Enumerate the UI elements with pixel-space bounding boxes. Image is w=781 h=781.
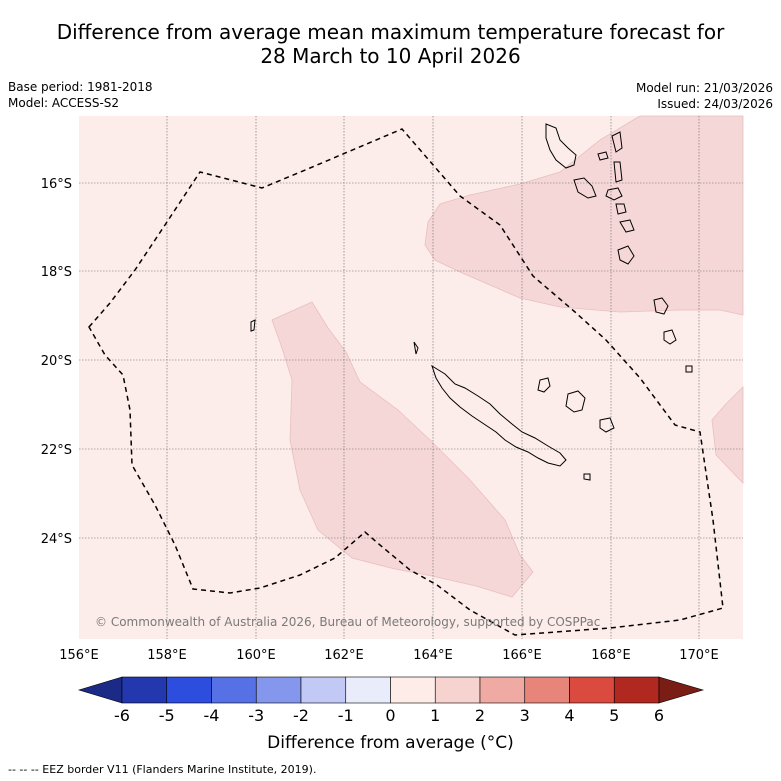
pentecost-coast <box>613 161 623 183</box>
lat-tick-label: 16°S <box>41 177 72 192</box>
title-line-1: Difference from average mean maximum tem… <box>56 20 725 44</box>
gridlines <box>79 116 743 639</box>
lat-tick-label: 22°S <box>41 443 72 458</box>
belep-islands-coast <box>413 341 419 355</box>
colorbar-swatch <box>524 676 570 704</box>
lat-tick-label: 24°S <box>41 532 72 547</box>
colorbar-tick-label: 6 <box>654 706 664 725</box>
chesterfield-coast <box>250 319 256 332</box>
matthew-hunter-coast <box>653 297 669 315</box>
base-period: Base period: 1981-2018 <box>8 80 153 94</box>
walpole-coast <box>663 329 677 345</box>
colorbar-swatch <box>569 676 615 704</box>
new-caledonia-coast <box>431 364 567 467</box>
hunter-coast <box>685 365 693 373</box>
title-line-2: 28 March to 10 April 2026 <box>260 44 521 68</box>
colorbar-tick-label: -4 <box>204 706 220 725</box>
efate-coast <box>615 203 627 215</box>
colorbar-swatch <box>345 676 391 704</box>
isle-of-pines-coast <box>583 473 591 481</box>
model-run: Model run: 21/03/2026 <box>635 81 773 95</box>
colorbar-swatch <box>166 676 212 704</box>
anomaly-region-central <box>271 301 534 598</box>
ambrym-coast <box>597 151 609 161</box>
colorbar-label: Difference from average (°C) <box>267 733 514 753</box>
colorbar-swatch <box>479 676 526 704</box>
tanna-coast <box>617 245 635 265</box>
lon-tick-label: 160°E <box>236 648 276 663</box>
colorbar-tick-label: -5 <box>159 706 175 725</box>
issued-date: Issued: 24/03/2026 <box>657 97 773 111</box>
colorbar <box>77 676 705 704</box>
colorbar-tick-label: -1 <box>338 706 354 725</box>
colorbar-tick-label: 4 <box>564 706 574 725</box>
lat-tick-label: 20°S <box>41 354 72 369</box>
lon-tick-label: 168°E <box>591 648 631 663</box>
colorbar-tick-label: -2 <box>293 706 309 725</box>
colorbar-tick-label: 5 <box>609 706 619 725</box>
anomaly-region-east <box>711 386 744 484</box>
colorbar-swatch <box>211 676 257 704</box>
colorbar-swatch <box>434 676 481 704</box>
lifou-coast <box>565 390 586 413</box>
erromango-coast <box>619 219 635 233</box>
anomaly-region-northeast <box>424 115 744 316</box>
footer-eez-note: -- -- -- EEZ border V11 (Flanders Marine… <box>8 763 317 776</box>
mare-coast <box>599 417 615 433</box>
lon-tick-label: 162°E <box>324 648 364 663</box>
colorbar-tick-label: -6 <box>114 706 130 725</box>
malekula-coast <box>573 177 597 199</box>
lon-tick-label: 156°E <box>59 648 99 663</box>
espiritu-santo-coast <box>545 123 577 169</box>
colorbar-swatch <box>300 676 347 704</box>
colorbar-tick-labels: -6 -5 -4 -3 -2 -1 0 1 2 3 4 5 6 <box>114 706 664 725</box>
colorbar-extend-low <box>77 676 123 704</box>
colorbar-extend-high <box>658 676 705 704</box>
epi-coast <box>605 187 623 201</box>
colorbar-tick-label: 1 <box>430 706 440 725</box>
maewo-coast <box>611 131 623 153</box>
ouvea-coast <box>537 377 551 393</box>
copyright-text: © Commonwealth of Australia 2026, Bureau… <box>95 615 600 629</box>
lon-tick-label: 164°E <box>413 648 453 663</box>
lat-tick-labels: 16°S 18°S 20°S 22°S 24°S <box>41 177 72 547</box>
colorbar-tick-label: -3 <box>248 706 264 725</box>
colorbar-swatch <box>390 676 436 704</box>
colorbar-swatch <box>613 676 660 704</box>
colorbar-tick-label: 3 <box>520 706 530 725</box>
coastlines <box>250 123 693 481</box>
lon-tick-label: 166°E <box>502 648 542 663</box>
lat-tick-label: 18°S <box>41 265 72 280</box>
colorbar-swatch <box>121 676 168 704</box>
lon-tick-label: 158°E <box>147 648 187 663</box>
colorbar-tick-label: 0 <box>385 706 395 725</box>
lon-tick-labels: 156°E 158°E 160°E 162°E 164°E 166°E 168°E 170°E <box>59 648 719 663</box>
colorbar-tick-label: 2 <box>475 706 485 725</box>
colorbar-swatch <box>255 676 302 704</box>
model-name: Model: ACCESS-S2 <box>8 96 120 110</box>
lon-tick-label: 170°E <box>679 648 719 663</box>
